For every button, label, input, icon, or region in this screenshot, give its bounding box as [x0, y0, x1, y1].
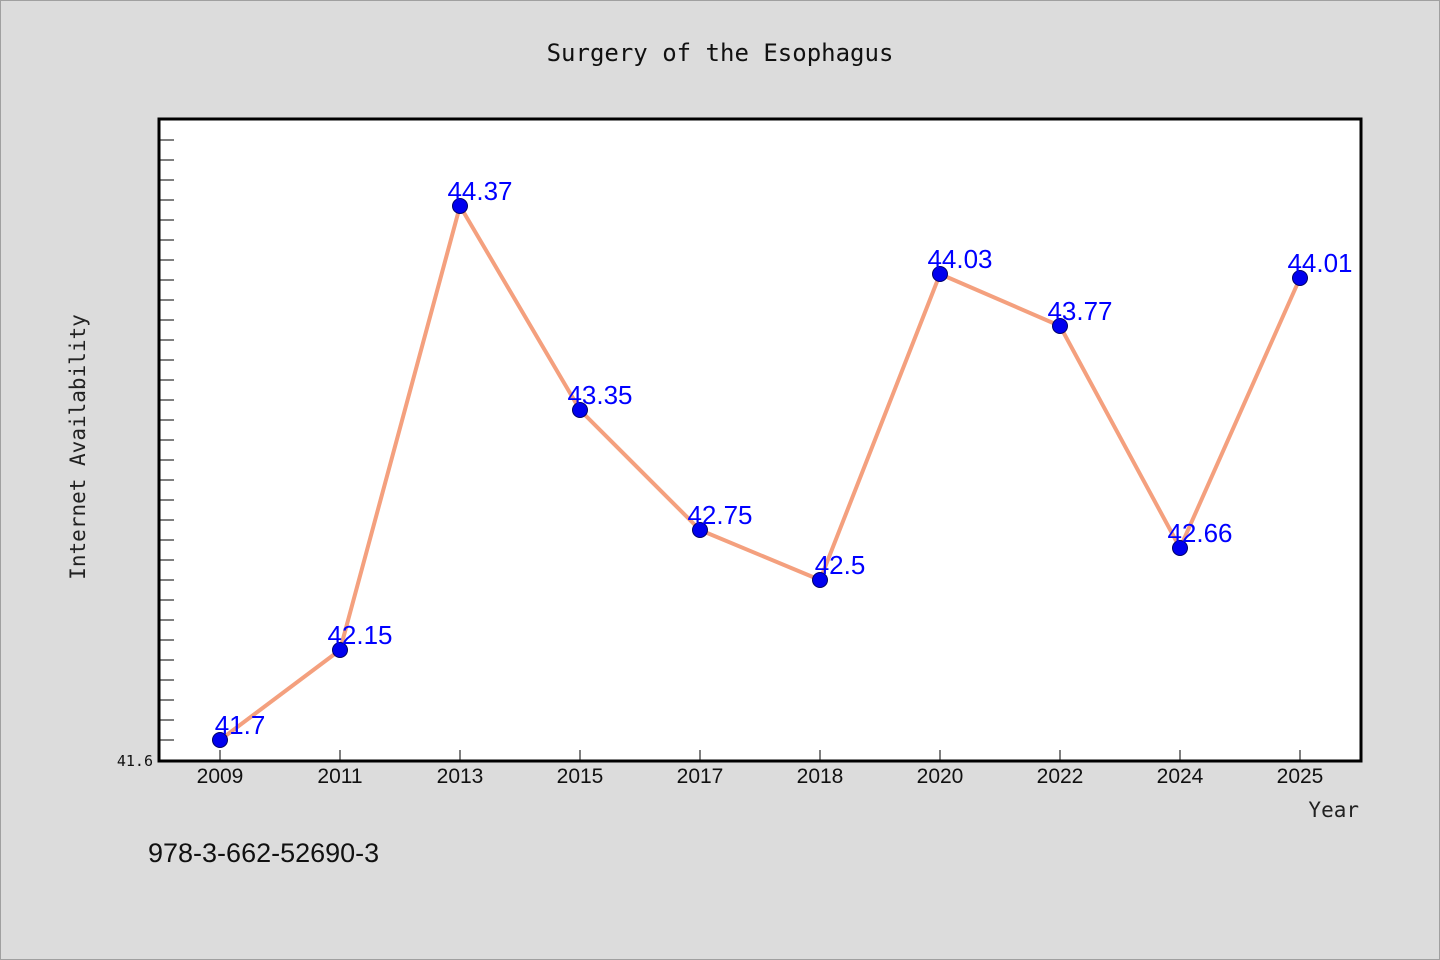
- data-point: [572, 402, 588, 418]
- data-label: 42.66: [1167, 518, 1232, 548]
- y-axis-label: Internet Availability: [66, 314, 90, 580]
- x-axis-label: Year: [1308, 798, 1359, 822]
- series-line: [218, 204, 1302, 742]
- data-point: [212, 732, 228, 748]
- x-tick-label: 2024: [1157, 765, 1204, 788]
- data-label: 42.15: [327, 620, 392, 650]
- x-tick-label: 2013: [437, 765, 484, 788]
- data-point: [332, 642, 348, 658]
- x-tick-label: 2022: [1037, 765, 1084, 788]
- series-layer: 41.7 42.15 44.37 43.35 42.75 42.5 44.03 43.77 42…: [212, 176, 1353, 748]
- x-tick-label: 2025: [1277, 765, 1324, 788]
- data-point: [1292, 270, 1308, 286]
- x-tick-label: 2015: [557, 765, 604, 788]
- data-point: [692, 522, 708, 538]
- data-point: [1172, 540, 1188, 556]
- data-label: 44.01: [1287, 248, 1352, 278]
- data-label: 44.03: [927, 244, 992, 274]
- x-tick-label: 2009: [197, 765, 244, 788]
- y-tick-label: 41.6: [117, 752, 153, 770]
- x-tick-label: 2017: [677, 765, 724, 788]
- x-axis-ticks: 2009 2011 2013 2015 2017 2018 2020 2022 2024 2025: [197, 750, 1324, 788]
- data-point: [452, 198, 468, 214]
- chart-title: Surgery of the Esophagus: [547, 39, 894, 67]
- data-label: 43.77: [1047, 296, 1112, 326]
- x-tick-label: 2011: [317, 765, 362, 788]
- data-label: 41.7: [215, 710, 266, 740]
- x-tick-label: 2018: [797, 765, 844, 788]
- data-point: [812, 572, 828, 588]
- plot-area: [157, 117, 1363, 763]
- data-point: [932, 266, 948, 282]
- data-label: 43.35: [567, 380, 632, 410]
- x-tick-label: 2020: [917, 765, 964, 788]
- data-label: 42.75: [687, 500, 752, 530]
- y-axis-ticks: [160, 139, 174, 741]
- data-point: [1052, 318, 1068, 334]
- data-label: 44.37: [447, 176, 512, 206]
- isbn-footer: 978-3-662-52690-3: [148, 838, 379, 868]
- data-label: 42.5: [815, 550, 866, 580]
